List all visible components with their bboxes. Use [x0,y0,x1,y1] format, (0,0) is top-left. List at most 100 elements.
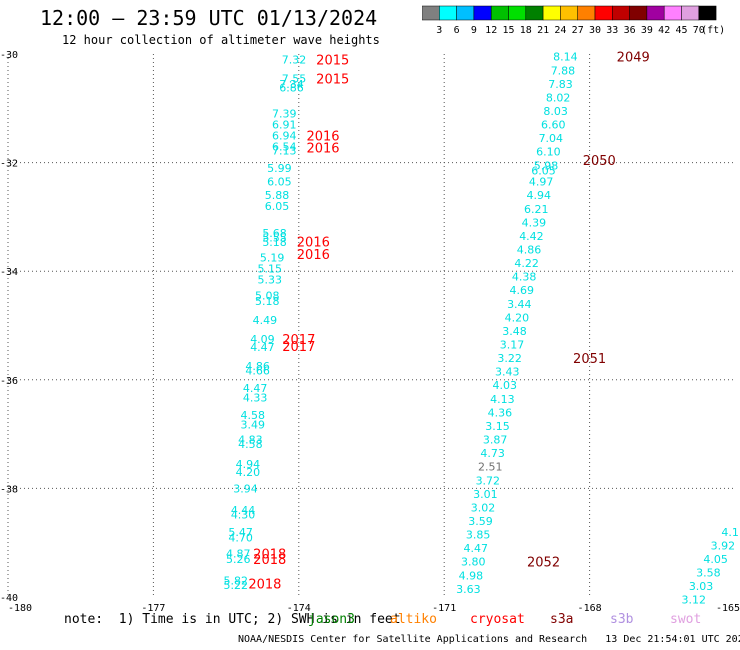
swh-point: 3.17 [500,339,525,352]
colorbar-label: 30 [589,25,601,36]
colorbar-label: 45 [675,25,687,36]
swh-point: 5.47 [228,526,253,539]
x-tick-label: -174 [287,603,311,614]
time-label: 2015 [316,72,349,87]
swh-point: 6.10 [536,146,561,159]
swh-point: 7.83 [548,78,573,91]
swh-point: 4.97 [529,176,554,189]
swh-point: 4.20 [505,311,530,324]
swh-point: 5.26 [226,553,251,566]
colorbar-label: 42 [658,25,670,36]
swh-point: 4.39 [522,216,547,229]
swh-point: 3.63 [456,583,481,596]
x-tick-label: -168 [578,603,602,614]
swh-point: 4.94 [236,458,261,471]
swh-point: 7.88 [551,64,576,77]
colorbar-label: 3 [436,25,442,36]
swh-point: 5.19 [260,252,285,265]
swh-point: 4.36 [488,406,513,419]
colorbar-label: 21 [537,25,549,36]
colorbar-label: 36 [624,25,636,36]
swh-point: 4.09 [250,333,275,346]
time-label: 2018 [253,553,286,568]
swh-point: 4.1 [721,526,739,539]
x-tick-label: -171 [432,603,456,614]
swh-point: 4.44 [231,504,256,517]
colorbar-label: 6 [454,25,460,36]
swh-point: 4.42 [519,230,544,243]
swh-point: 4.47 [250,341,275,354]
swh-point: 4.66 [245,365,270,378]
swh-point: 3.22 [497,352,522,365]
swh-point: 3.58 [696,567,721,580]
y-tick-label: -38 [0,484,18,495]
swh-point: 3.49 [241,418,266,431]
swh-point: 6.54 [272,140,297,153]
time-label: 2016 [297,235,330,250]
swh-point: 6.21 [524,203,549,216]
satellite-label-swot: swot [670,612,702,627]
swh-point: 3.85 [466,529,491,542]
y-tick-label: -36 [0,376,18,387]
swh-point: 5.99 [267,162,292,175]
swh-point: 4.83 [238,434,263,447]
colorbar-label: 15 [502,25,514,36]
time-label: 2016 [297,248,330,263]
swh-point: 6.05 [267,176,292,189]
swh-point: 7.34 [279,78,304,91]
swh-point: 4.98 [459,569,484,582]
swh-point: 4.94 [526,189,551,202]
x-tick-label: -165 [716,603,740,614]
swh-point: 7.32 [282,53,307,66]
swh-point: 3.02 [471,501,496,514]
swh-point: 3.43 [495,366,520,379]
swh-point: 5.15 [257,262,282,275]
swh-point: 4.33 [243,392,268,405]
swh-point: 6.05 [265,200,290,213]
swh-point: 6.91 [272,119,297,132]
swh-point: 4.05 [703,553,728,566]
time-label: 2016 [306,141,339,156]
swh-point: 6.60 [541,119,566,132]
swh-point: 7.55 [282,72,307,85]
colorbar-label: 33 [606,25,618,36]
swh-point: 5.18 [262,236,287,249]
footnote: note: 1) Time is in UTC; 2) SWH is in fe… [64,612,401,627]
colorbar-label: 24 [554,25,566,36]
time-label: 2015 [316,53,349,68]
y-tick-label: -30 [0,50,18,61]
swh-point: 6.05 [531,165,556,178]
satellite-label-jason3: jason3 [308,612,355,627]
time-label: 2018 [248,577,281,592]
swh-point: 8.03 [543,105,568,118]
time-label: 2017 [282,333,315,348]
y-tick-label: -40 [0,593,18,604]
swh-point: 4.58 [241,409,266,422]
swh-point: 3.15 [485,420,510,433]
swh-point: 3.80 [461,556,486,569]
swh-point: 7.39 [272,108,297,121]
swh-point: 7.04 [539,132,564,145]
swh-point: 4.20 [236,466,261,479]
colorbar-label: 9 [471,25,477,36]
swh-point: 3.44 [507,298,532,311]
swh-point: 5.98 [534,159,559,172]
time-label: 2051 [573,352,606,367]
swh-point: 3.87 [483,434,508,447]
time-label: 2052 [527,556,560,571]
swh-point: 5.55 [262,232,287,245]
swh-point: 5.18 [255,295,280,308]
colorbar-label: 18 [520,25,532,36]
colorbar-label: 12 [485,25,497,36]
swh-point: 6.86 [279,82,304,95]
swh-point: 4.49 [253,314,278,327]
swh-point: 8.02 [546,91,571,104]
swh-point: 3.94 [233,482,258,495]
swh-point: 4.69 [509,284,534,297]
swh-point: 3.59 [468,515,493,528]
swh-point: 5.88 [265,189,290,202]
swh-point: 4.86 [245,360,270,373]
time-label: 2049 [617,51,650,66]
colorbar-unit: (ft) [701,25,725,36]
